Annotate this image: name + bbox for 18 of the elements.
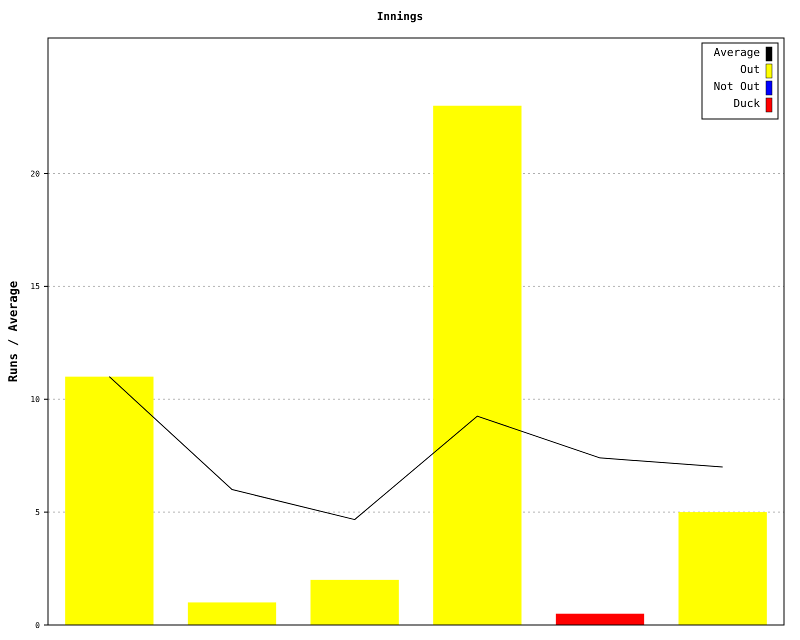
line-series	[108, 376, 724, 520]
bar	[433, 106, 522, 625]
bar	[188, 602, 276, 625]
y-tick-label: 15	[30, 282, 40, 292]
legend-label: Out	[740, 63, 760, 76]
bar	[65, 376, 154, 625]
bar	[556, 614, 644, 625]
y-tick-label: 0	[35, 620, 40, 630]
y-tick-label: 5	[35, 508, 40, 517]
legend-label: Average	[714, 46, 760, 59]
bar	[678, 512, 767, 625]
legend-label: Not Out	[714, 80, 760, 93]
legend-label: Duck	[734, 97, 760, 110]
bar	[310, 580, 399, 625]
y-axis-title: Runs / Average	[6, 280, 20, 382]
y-tick-label: 10	[30, 395, 40, 404]
y-tick-label: 20	[30, 169, 40, 178]
chart-title: Innings	[376, 10, 424, 23]
